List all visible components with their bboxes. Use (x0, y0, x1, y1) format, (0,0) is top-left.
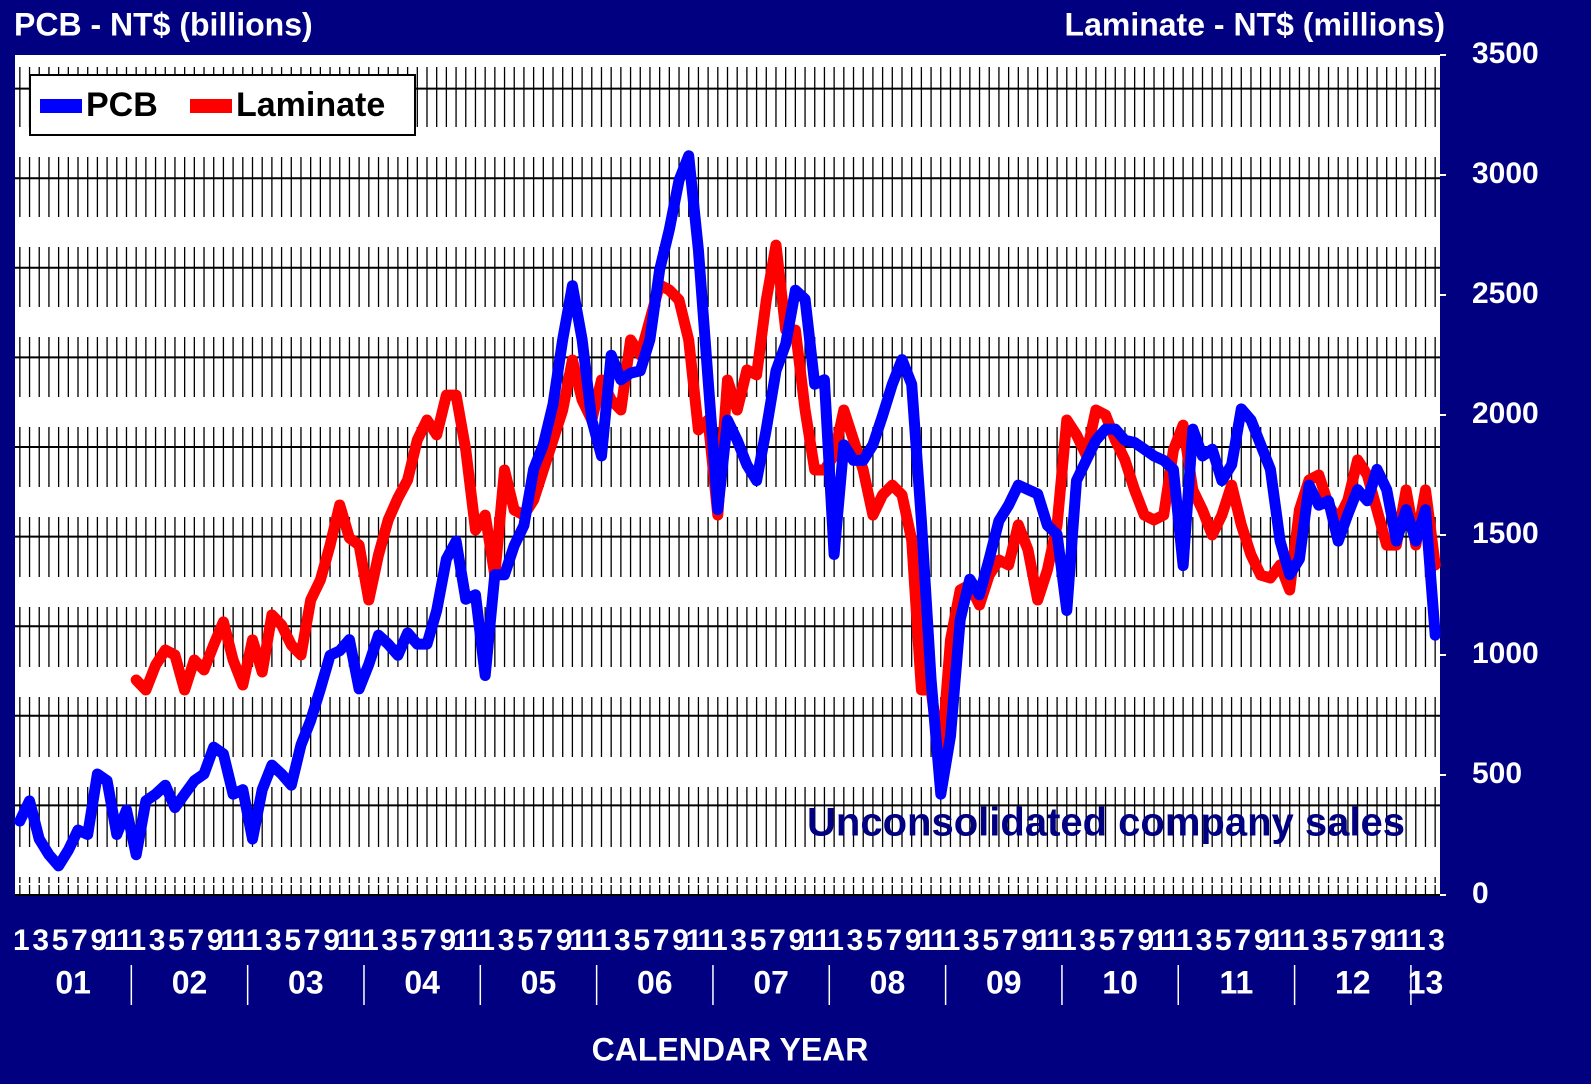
year-label: 07 (753, 964, 789, 1000)
x-tick-label: 7 (653, 924, 669, 957)
x-tick-label: 3 (498, 924, 514, 957)
x-tick-label: 11 (802, 924, 830, 957)
x-tick-label: 3 (1196, 924, 1212, 957)
year-label: 04 (404, 964, 440, 1000)
y2-tick-label: 1000 (1472, 637, 1539, 670)
x-tick-label: 11 (453, 924, 481, 957)
annotation: Unconsolidated company sales (807, 801, 1405, 845)
x-tick-label: 7 (885, 924, 901, 957)
left-axis-title: PCB - NT$ (billions) (14, 6, 313, 42)
x-tick-label: 11 (1384, 924, 1412, 957)
x-tick-label: 3 (730, 924, 746, 957)
x-tick-label: 5 (517, 924, 533, 957)
x-tick-label: 1 (362, 924, 378, 957)
x-tick-label: 11 (1035, 924, 1063, 957)
y2-tick-label: 500 (1472, 757, 1522, 790)
y2-tick-label: 2500 (1472, 277, 1539, 310)
legend-label: PCB (86, 86, 158, 124)
x-tick-label: 3 (265, 924, 281, 957)
x-tick-label: 7 (536, 924, 552, 957)
x-tick-label: 7 (1351, 924, 1367, 957)
x-tick-label: 5 (633, 924, 649, 957)
year-label: 10 (1102, 964, 1138, 1000)
x-tick-label: 3 (1079, 924, 1095, 957)
x-tick-label: 7 (1002, 924, 1018, 957)
x-tick-label: 7 (1234, 924, 1250, 957)
x-tick-label: 1 (1060, 924, 1076, 957)
x-tick-label: 11 (337, 924, 365, 957)
x-axis-title: CALENDAR YEAR (592, 1031, 869, 1067)
legend-swatch (40, 99, 82, 113)
x-tick-label: 3 (963, 924, 979, 957)
x-tick-label: 3 (149, 924, 165, 957)
x-tick-label: 1 (711, 924, 727, 957)
legend-swatch (190, 99, 232, 113)
x-tick-label: 7 (1118, 924, 1134, 957)
x-tick-label: 1 (1409, 924, 1425, 957)
right-axis-title: Laminate - NT$ (millions) (1065, 6, 1445, 42)
x-tick-label: 3 (847, 924, 863, 957)
x-tick-label: 11 (220, 924, 248, 957)
legend-label: Laminate (236, 86, 385, 124)
x-tick-label: 1 (944, 924, 960, 957)
x-tick-label: 1 (13, 924, 29, 957)
x-tick-label: 5 (1215, 924, 1231, 957)
x-tick-label: 11 (1267, 924, 1295, 957)
x-tick-label: 3 (614, 924, 630, 957)
x-tick-label: 7 (71, 924, 87, 957)
y2-tick-label: 2000 (1472, 397, 1539, 430)
year-label: 13 (1408, 964, 1444, 1000)
x-tick-label: 5 (1099, 924, 1115, 957)
year-label: 06 (637, 964, 673, 1000)
x-tick-label: 5 (750, 924, 766, 957)
x-tick-label: 11 (686, 924, 714, 957)
year-label: 12 (1335, 964, 1371, 1000)
legend: PCB Laminate (40, 86, 385, 124)
x-tick-label: 3 (32, 924, 48, 957)
x-tick-label: 7 (420, 924, 436, 957)
y2-tick-label: 1500 (1472, 517, 1539, 550)
x-tick-label: 7 (304, 924, 320, 957)
y2-tick-label: 3500 (1472, 37, 1539, 70)
x-tick-label: 7 (769, 924, 785, 957)
x-tick-label: 3 (1428, 924, 1444, 957)
x-tick-label: 5 (52, 924, 68, 957)
x-tick-label: 5 (284, 924, 300, 957)
x-tick-label: 3 (381, 924, 397, 957)
x-tick-label: 11 (569, 924, 597, 957)
series-line (14, 150, 1441, 872)
x-tick-label: 1 (478, 924, 494, 957)
x-tick-label: 1 (1176, 924, 1192, 957)
x-tick-label: 1 (827, 924, 843, 957)
year-label: 01 (55, 964, 91, 1000)
x-tick-label: 5 (168, 924, 184, 957)
x-tick-label: 5 (982, 924, 998, 957)
year-label: 09 (986, 964, 1022, 1000)
x-tick-label: 1 (246, 924, 262, 957)
x-tick-label: 1 (1293, 924, 1309, 957)
x-tick-label: 5 (401, 924, 417, 957)
year-label: 03 (288, 964, 324, 1000)
year-label: 05 (521, 964, 557, 1000)
x-tick-label: 11 (918, 924, 946, 957)
x-tick-label: 5 (1331, 924, 1347, 957)
x-tick-label: 1 (595, 924, 611, 957)
y2-tick-label: 0 (1472, 877, 1489, 910)
x-tick-label: 1 (129, 924, 145, 957)
x-tick-label: 11 (104, 924, 132, 957)
y2-tick-label: 3000 (1472, 157, 1539, 190)
x-tick-label: 3 (1312, 924, 1328, 957)
x-tick-label: 5 (866, 924, 882, 957)
year-label: 02 (172, 964, 208, 1000)
x-tick-label: 7 (187, 924, 203, 957)
x-tick-label: 11 (1151, 924, 1179, 957)
year-label: 08 (870, 964, 906, 1000)
year-label: 11 (1220, 964, 1254, 1000)
